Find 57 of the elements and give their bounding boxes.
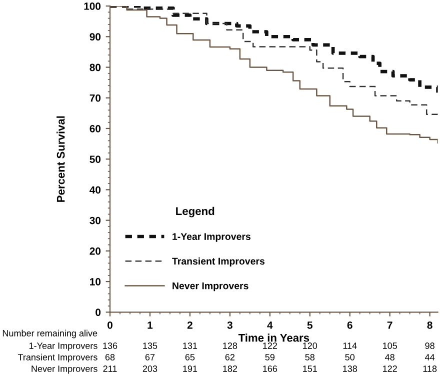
text: 138 xyxy=(343,366,357,372)
legend-label: 1-Year Improvers xyxy=(172,233,250,242)
text: 122 xyxy=(382,366,397,372)
x-tick-label: 0 xyxy=(108,321,112,329)
text: 59 xyxy=(265,354,274,360)
y-tick-label: 30 xyxy=(90,216,101,224)
y-tick-label: 40 xyxy=(90,186,101,194)
text: 131 xyxy=(183,342,198,349)
text: 65 xyxy=(185,354,195,360)
text: Never Improvers xyxy=(32,366,98,374)
y-tick-label: 60 xyxy=(90,124,101,132)
y-tick-label: 90 xyxy=(90,33,101,41)
x-tick-label: 7 xyxy=(387,322,392,329)
legend-title: Legend xyxy=(176,206,214,218)
text: 98 xyxy=(425,342,434,349)
text: 48 xyxy=(385,354,394,360)
x-tick-label: 4 xyxy=(267,322,273,329)
text: 118 xyxy=(423,366,437,372)
x-tick-label: 3 xyxy=(227,321,232,329)
legend-label: Transient Improvers xyxy=(172,257,265,267)
y-tick-label: 50 xyxy=(90,156,101,163)
y-tick-label: 100 xyxy=(84,2,101,10)
x-tick-label: 5 xyxy=(307,322,312,329)
text: 114 xyxy=(343,342,357,349)
text: 128 xyxy=(223,342,238,349)
text: 67 xyxy=(145,354,155,360)
x-tick-label: 8 xyxy=(427,321,432,329)
text: 182 xyxy=(223,366,238,372)
text: Number remaining alive xyxy=(2,330,98,338)
text: 50 xyxy=(345,354,355,360)
text: 211 xyxy=(103,366,117,372)
text: 203 xyxy=(142,366,158,372)
text: 122 xyxy=(263,342,277,349)
text: Transient Improvers xyxy=(18,354,98,362)
text: 44 xyxy=(424,354,435,360)
x-axis-title: Time in Years xyxy=(238,334,310,342)
y-tick-label: 20 xyxy=(90,247,101,255)
text: 68 xyxy=(105,354,115,360)
y-tick-label: 80 xyxy=(90,64,101,72)
y-axis-title: Percent Survival xyxy=(56,116,65,202)
text: 1-Year Improvers xyxy=(29,342,98,351)
x-tick-label: 6 xyxy=(347,321,352,329)
y-tick-label: 10 xyxy=(90,278,101,286)
text: 135 xyxy=(143,342,158,349)
text: 105 xyxy=(382,342,397,349)
text: 58 xyxy=(305,354,315,360)
text: 166 xyxy=(263,366,278,372)
text: 151 xyxy=(303,366,317,372)
y-tick-label: 70 xyxy=(90,94,101,102)
text: 120 xyxy=(303,342,318,349)
y-tick-label: 0 xyxy=(96,308,101,316)
text: 136 xyxy=(103,342,118,349)
text: 62 xyxy=(225,354,234,360)
x-tick-label: 2 xyxy=(187,321,192,329)
legend-label: Never Improvers xyxy=(172,282,248,292)
x-tick-label: 1 xyxy=(148,322,153,329)
text: 191 xyxy=(183,366,198,372)
